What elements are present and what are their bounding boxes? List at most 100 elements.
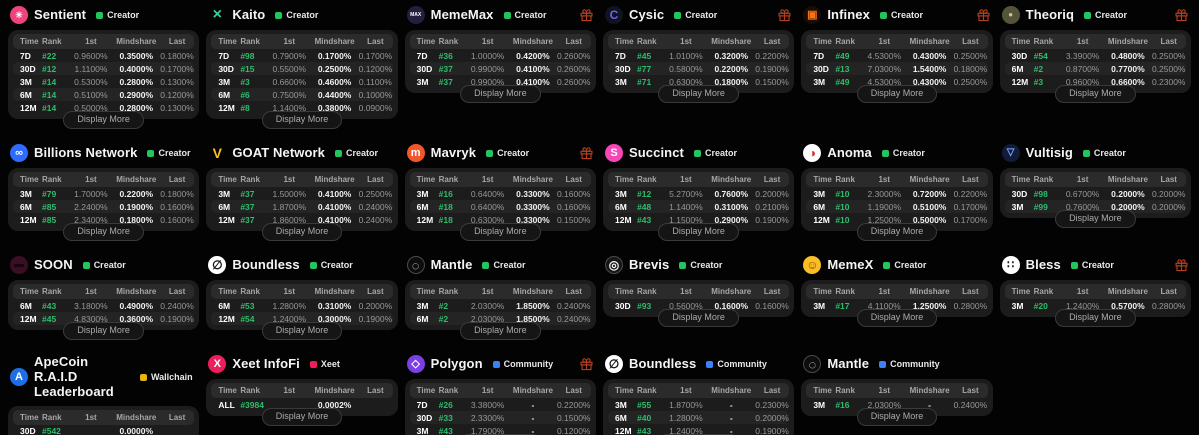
stats-panel: Time Rank 1st Mindshare Last 3M #55 1.8700% - 0.2… bbox=[602, 379, 795, 435]
cell-first: 0.5300% bbox=[74, 76, 108, 87]
table-row: 3M #49 4.5300% 0.4300% 0.2500% bbox=[806, 75, 987, 88]
display-more-button[interactable]: Display More bbox=[261, 408, 343, 426]
display-more-button[interactable]: Display More bbox=[658, 223, 739, 241]
cell-last: 0.2500% bbox=[953, 50, 988, 61]
display-more-button[interactable]: Display More bbox=[856, 309, 938, 327]
table-header-row: Time Rank 1st Mindshare Last bbox=[211, 34, 393, 49]
cell-first: 0.9600% bbox=[74, 50, 108, 61]
badge-label: Creator bbox=[320, 260, 353, 270]
cell-time: 30D bbox=[813, 63, 829, 74]
column-header-last: Last bbox=[962, 386, 979, 395]
display-more-button[interactable]: Display More bbox=[63, 111, 144, 129]
display-more-button[interactable]: Display More bbox=[658, 309, 739, 327]
cell-last: 0.1900% bbox=[755, 214, 789, 225]
creator-badge: Creator bbox=[309, 260, 353, 270]
cell-rank: #18 bbox=[438, 214, 453, 225]
table-row: 7D #45 1.0100% 0.3200% 0.2200% bbox=[608, 49, 789, 62]
gift-icon[interactable] bbox=[1174, 258, 1189, 273]
cell-mindshare: - bbox=[531, 412, 535, 423]
column-header-mindshare: Mindshare bbox=[1107, 175, 1148, 184]
column-header-last: Last bbox=[367, 175, 384, 184]
project-card-mavryk: m Mavryk Creator Time Rank 1st Mindshare Last 3M… bbox=[404, 143, 596, 241]
column-header-time: Time bbox=[218, 37, 237, 46]
cell-first: 2.3300% bbox=[470, 412, 505, 423]
cell-time: 12M bbox=[218, 102, 235, 113]
cell-time: 6M bbox=[218, 89, 231, 100]
cell-last: 0.2100% bbox=[755, 201, 789, 212]
cell-time: 12M bbox=[20, 102, 37, 113]
cell-time: 12M bbox=[218, 313, 235, 324]
cell-rank: #49 bbox=[835, 50, 850, 61]
cell-last: 0.1600% bbox=[556, 201, 591, 212]
cell-time: 7D bbox=[416, 399, 428, 410]
project-card-mememax: MAX MemeMax Creator Time Rank 1st Mindshare Las… bbox=[404, 5, 596, 103]
card-row-2: ∞ Billions Network Creator Time Rank 1st Minds… bbox=[8, 143, 1191, 241]
table-row: 6M #2 0.8700% 0.7700% 0.2500% bbox=[1004, 62, 1186, 75]
gift-icon[interactable] bbox=[579, 357, 594, 372]
cell-last: 0.2000% bbox=[1151, 201, 1186, 212]
badge-dot-icon bbox=[1082, 149, 1090, 157]
badge-dot-icon bbox=[147, 149, 155, 157]
cell-first: 1.0000% bbox=[470, 50, 505, 61]
gift-icon[interactable] bbox=[579, 8, 594, 23]
sentient-logo: ✳ bbox=[10, 6, 28, 24]
display-more-button[interactable]: Display More bbox=[261, 111, 343, 129]
display-more-button[interactable]: Display More bbox=[63, 322, 144, 340]
gift-icon[interactable] bbox=[976, 8, 991, 23]
display-more-button[interactable]: Display More bbox=[261, 223, 343, 241]
cell-time: 12M bbox=[218, 214, 235, 225]
table-row: 3M #10 2.3000% 0.7200% 0.2200% bbox=[806, 187, 987, 200]
display-more-button[interactable]: Display More bbox=[261, 322, 343, 340]
cell-last: 0.1100% bbox=[358, 76, 392, 87]
gift-icon[interactable] bbox=[1174, 8, 1189, 23]
column-header-mindshare: Mindshare bbox=[711, 287, 752, 296]
cell-mindshare: 0.4100% bbox=[317, 214, 352, 225]
cell-mindshare: 0.2500% bbox=[317, 63, 352, 74]
display-more-button[interactable]: Display More bbox=[63, 223, 144, 241]
display-more-button[interactable]: Display More bbox=[1055, 85, 1136, 103]
cell-mindshare: 0.4100% bbox=[516, 76, 550, 87]
table-header-row: Time Rank 1st Mindshare Last bbox=[409, 34, 591, 49]
cell-time: 30D bbox=[1011, 50, 1028, 61]
display-more-button[interactable]: Display More bbox=[460, 85, 541, 103]
display-more-button[interactable]: Display More bbox=[460, 223, 541, 241]
card-header: ∅ Boundless Community bbox=[603, 354, 794, 379]
cell-last: 0.2400% bbox=[358, 214, 393, 225]
column-header-rank: Rank bbox=[438, 287, 459, 296]
display-more-button[interactable]: Display More bbox=[856, 408, 938, 426]
project-card-boundless: ∅ Boundless Community Time Rank 1st Mindshare L… bbox=[602, 354, 795, 435]
column-header-last: Last bbox=[1160, 37, 1177, 46]
cell-time: 3M bbox=[20, 188, 32, 199]
display-more-button[interactable]: Display More bbox=[856, 85, 938, 103]
cell-last: 0.2500% bbox=[1151, 63, 1186, 74]
cell-rank: #14 bbox=[42, 76, 57, 87]
cell-rank: #8 bbox=[240, 102, 250, 113]
display-more-button[interactable]: Display More bbox=[856, 223, 938, 241]
cell-time: 30D bbox=[1011, 188, 1028, 199]
display-more-button[interactable]: Display More bbox=[1055, 210, 1136, 228]
community-badge: Community bbox=[492, 359, 553, 369]
cell-mindshare: 0.7700% bbox=[1111, 63, 1145, 74]
display-more-button[interactable]: Display More bbox=[460, 322, 541, 340]
project-card-theoriq: ● Theoriq Creator Time Rank 1st Mindshare Last 3… bbox=[999, 5, 1191, 103]
cell-first: 1.2800% bbox=[272, 300, 307, 311]
column-header-1st: 1st bbox=[481, 37, 494, 46]
project-card-anoma: ◑ Anoma Creator Time Rank 1st Mindshare Last 3M #… bbox=[801, 143, 993, 241]
gift-icon[interactable] bbox=[777, 8, 792, 23]
project-card-kaito: × Kaito Creator Time Rank 1st Mindshare Last 7D #… bbox=[206, 5, 398, 129]
stats-panel: Time Rank 1st Mindshare Last 3M #20 1.2400% 0.57… bbox=[999, 280, 1191, 317]
cell-time: 7D bbox=[20, 50, 31, 61]
bless-logo: ∷ bbox=[1001, 256, 1020, 274]
cell-last: 0.2400% bbox=[556, 300, 591, 311]
badge-dot-icon bbox=[706, 360, 714, 368]
cell-time: 6M bbox=[416, 201, 429, 212]
column-header-time: Time bbox=[20, 37, 39, 46]
gift-icon[interactable] bbox=[579, 146, 594, 161]
project-card-memex: ☺ MemeX Creator Time Rank 1st Mindshare Last 3M #… bbox=[801, 255, 993, 327]
table-row: 30D #93 0.5600% 0.1600% 0.1600% bbox=[608, 299, 789, 312]
cell-first: 1.8700% bbox=[669, 399, 703, 410]
display-more-button[interactable]: Display More bbox=[1055, 309, 1136, 327]
cell-mindshare: 0.7200% bbox=[912, 188, 947, 199]
display-more-button[interactable]: Display More bbox=[658, 85, 739, 103]
